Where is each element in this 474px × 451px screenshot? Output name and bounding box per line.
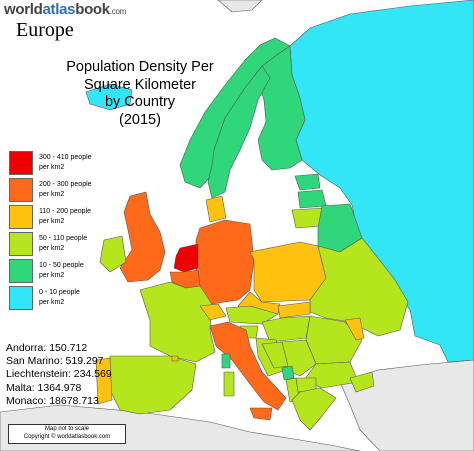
site-logo: worldatlasbook.com — [4, 1, 126, 18]
legend-item: 110 - 200 people per km2 — [9, 205, 119, 231]
country-bulgaria — [303, 361, 359, 389]
microstate-value: 150.712 — [49, 342, 88, 354]
region-title: Europe — [16, 19, 74, 41]
microstate-name: Andorra — [6, 342, 44, 354]
map-title-line: Population Density Per — [66, 59, 214, 75]
map-title-line: Square Kilometer — [83, 76, 197, 93]
legend-item: 300 - 410 people per km2 — [9, 151, 119, 177]
country-austria — [225, 305, 279, 325]
country-hungary — [261, 315, 311, 343]
country-andorra — [171, 355, 179, 362]
legend-item: 0 - 10 people per km2 — [9, 286, 119, 312]
island-corsica — [221, 353, 231, 369]
country-ireland — [99, 235, 127, 273]
island-sardinia — [223, 371, 235, 397]
legend-label: 0 - 10 people per km2 — [39, 289, 80, 306]
legend-swatch — [9, 232, 33, 256]
microstate-value: 18678.713 — [49, 394, 99, 407]
country-sweden — [207, 65, 271, 199]
legend-label: 300 - 410 people per km2 — [39, 154, 92, 171]
microstate-row: San Marino: 519.297 — [6, 355, 104, 368]
country-spain — [109, 355, 197, 415]
country-greece — [291, 387, 337, 431]
legend-label: 10 - 50 people per km2 — [39, 262, 84, 279]
microstate-row: Malta: 1364.978 — [6, 381, 82, 394]
country-slovakia — [277, 301, 311, 319]
country-iceland — [85, 83, 133, 111]
map-title-line: by Country — [104, 94, 176, 110]
legend-swatch — [9, 259, 33, 283]
microstate-value: 1364.978 — [37, 381, 82, 394]
microstate-row: Monaco: 18678.713 — [6, 394, 99, 407]
country-estonia — [294, 173, 321, 191]
legend-label: 110 - 200 people per km2 — [39, 208, 92, 225]
microstate-row: Andorra: 150.712 — [6, 342, 88, 354]
legend-swatch — [9, 151, 33, 175]
legend-item: 200 - 300 people per km2 — [9, 178, 119, 204]
legend-swatch — [9, 286, 33, 310]
copyright-text: Copyright © worldatlasbook.com — [23, 434, 111, 440]
country-latvia — [297, 189, 327, 209]
microstate-name: San Marino — [6, 355, 60, 368]
map-title-line: (2015) — [119, 111, 161, 128]
scale-note: Map not to scale — [44, 426, 90, 432]
microstate-name: Monaco — [6, 394, 44, 407]
country-finland — [257, 45, 306, 171]
microstate-value: 234.569 — [73, 368, 112, 381]
legend-label: 200 - 300 people per km2 — [39, 181, 92, 198]
country-united-kingdom — [119, 191, 166, 283]
greenland-fragment — [217, 0, 263, 13]
country-switzerland — [199, 303, 227, 321]
legend-item: 50 - 110 people per km2 — [9, 232, 119, 258]
country-moldova — [344, 317, 365, 341]
footer-box: Map not to scale Copyright © worldatlasb… — [8, 424, 126, 444]
country-germany — [195, 219, 255, 305]
country-turkey-europe — [349, 371, 375, 393]
legend-swatch — [9, 178, 33, 202]
microstate-row: Liechtenstein: 234.569 — [6, 368, 112, 381]
country-france — [139, 281, 216, 363]
legend: 300 - 410 people per km2 200 - 300 peopl… — [9, 151, 119, 313]
asia-minor-land — [339, 359, 474, 451]
microstate-density-list: Andorra: 150.712 San Marino: 519.297 Lie… — [6, 342, 112, 408]
legend-item: 10 - 50 people per km2 — [9, 259, 119, 285]
microstate-name: Malta — [6, 381, 32, 394]
country-poland — [249, 241, 327, 303]
country-montenegro — [281, 365, 295, 381]
legend-swatch — [9, 205, 33, 229]
country-netherlands — [173, 243, 199, 273]
microstate-value: 519.297 — [65, 355, 104, 368]
country-denmark — [205, 195, 227, 223]
microstate-name: Liechtenstein — [6, 368, 68, 381]
legend-label: 50 - 110 people per km2 — [39, 235, 88, 252]
country-portugal — [95, 357, 113, 405]
country-bosnia — [261, 341, 289, 369]
island-sicily — [249, 407, 273, 421]
map-title: Population Density Per Square Kilometer … — [55, 59, 225, 129]
